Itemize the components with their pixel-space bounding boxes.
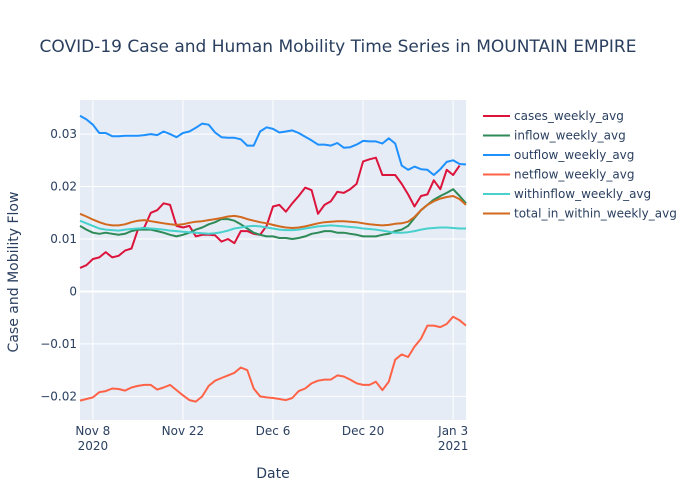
y-tick-label: 0.01 (50, 232, 77, 246)
x-tick-year-label: 2020 (78, 439, 109, 453)
legend-label: outflow_weekly_avg (514, 148, 634, 162)
series-line-inflow_weekly_avg (79, 188, 467, 240)
x-tick-label: Jan 3 (437, 424, 468, 438)
series-line-netflow_weekly_avg (79, 315, 467, 403)
series-line-total_in_within_weekly_avg (79, 195, 467, 229)
legend-item-total_in_within_weekly_avg[interactable]: total_in_within_weekly_avg (483, 207, 677, 221)
legend-label: total_in_within_weekly_avg (514, 207, 677, 221)
x-axis-title: Date (256, 466, 289, 482)
series-line-withinflow_weekly_avg (79, 219, 466, 235)
legend-label: cases_weekly_avg (514, 109, 624, 123)
series-line-outflow_weekly_avg (79, 114, 467, 176)
legend-item-cases_weekly_avg[interactable]: cases_weekly_avg (483, 109, 624, 123)
series-lines (79, 114, 467, 403)
y-tick-label: −0.01 (40, 337, 77, 351)
legend-item-withinflow_weekly_avg[interactable]: withinflow_weekly_avg (483, 187, 651, 201)
legend-label: withinflow_weekly_avg (514, 187, 651, 201)
legend-label: netflow_weekly_avg (514, 168, 634, 182)
y-tick-label: −0.02 (40, 389, 77, 403)
y-axis-title: Case and Mobility Flow (6, 192, 22, 353)
gridlines (80, 100, 466, 420)
chart-title: COVID-19 Case and Human Mobility Time Se… (40, 37, 637, 57)
y-tick-label: 0.03 (50, 127, 77, 141)
x-tick-label: Dec 6 (256, 424, 291, 438)
y-axis-ticks: 0.03 0.02 0.01 0 −0.01 −0.02 (40, 127, 77, 403)
legend-item-outflow_weekly_avg[interactable]: outflow_weekly_avg (483, 148, 634, 162)
x-tick-label: Nov 8 (75, 424, 110, 438)
y-tick-label: 0.02 (50, 180, 77, 194)
legend-item-netflow_weekly_avg[interactable]: netflow_weekly_avg (483, 168, 634, 182)
y-tick-label: 0 (69, 284, 77, 298)
legend-label: inflow_weekly_avg (514, 129, 626, 143)
legend[interactable]: cases_weekly_avg inflow_weekly_avgoutflow… (483, 109, 677, 221)
x-tick-label: Dec 20 (342, 424, 384, 438)
x-tick-label: Nov 22 (162, 424, 205, 438)
x-tick-year-label: 2021 (438, 439, 469, 453)
legend-item-inflow_weekly_avg[interactable]: inflow_weekly_avg (483, 129, 626, 143)
